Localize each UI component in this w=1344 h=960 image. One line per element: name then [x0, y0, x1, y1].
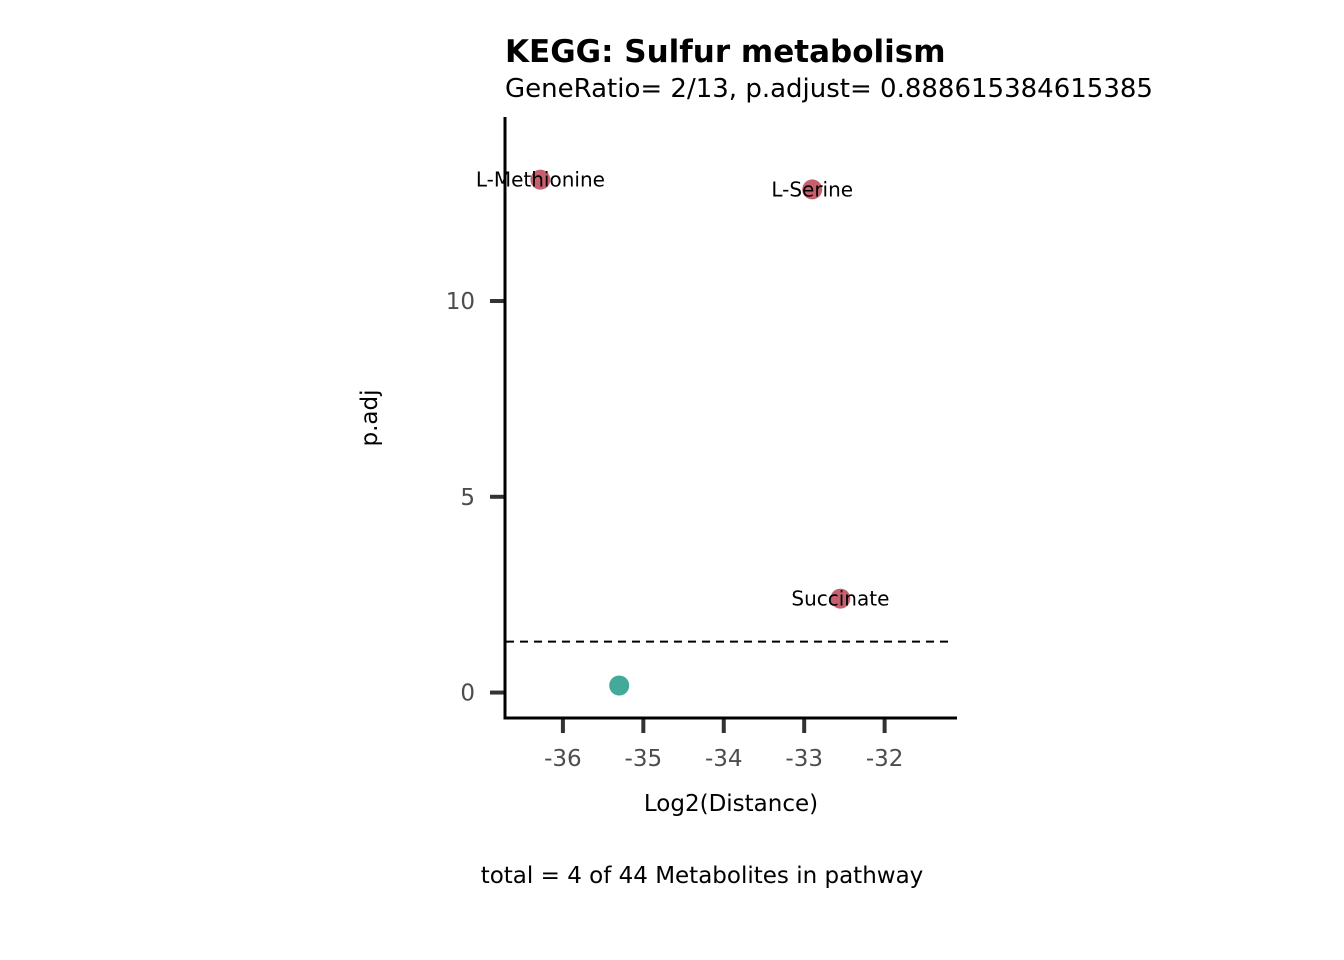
- chart-subtitle: GeneRatio= 2/13, p.adjust= 0.88861538461…: [505, 74, 1153, 104]
- data-point-label: L-Methionine: [476, 168, 605, 192]
- x-tick-label: -33: [785, 746, 823, 772]
- x-tick-label: -36: [544, 746, 582, 772]
- data-point-labels: L-Methionine L-Serine Succinate: [476, 168, 890, 611]
- chart-title: KEGG: Sulfur metabolism: [505, 34, 946, 70]
- data-point: [802, 179, 823, 200]
- x-tick-label: -32: [866, 746, 904, 772]
- x-axis-ticks: -36 -35 -34 -33 -32: [544, 718, 903, 772]
- data-point: [530, 169, 551, 190]
- data-point: [609, 675, 630, 696]
- x-axis-title: Log2(Distance): [644, 791, 818, 817]
- y-axis-ticks: 0 5 10: [446, 289, 505, 707]
- y-tick-label: 5: [460, 485, 475, 511]
- data-point-label: L-Serine: [771, 177, 853, 201]
- data-points: [530, 169, 851, 696]
- x-tick-label: -34: [705, 746, 743, 772]
- y-axis-title: p.adj: [357, 390, 383, 447]
- data-point-label: Succinate: [791, 587, 889, 611]
- y-tick-label: 10: [446, 289, 475, 315]
- y-tick-label: 0: [460, 681, 475, 707]
- x-tick-label: -35: [625, 746, 663, 772]
- chart-caption: total = 4 of 44 Metabolites in pathway: [481, 863, 924, 889]
- data-point: [830, 588, 851, 609]
